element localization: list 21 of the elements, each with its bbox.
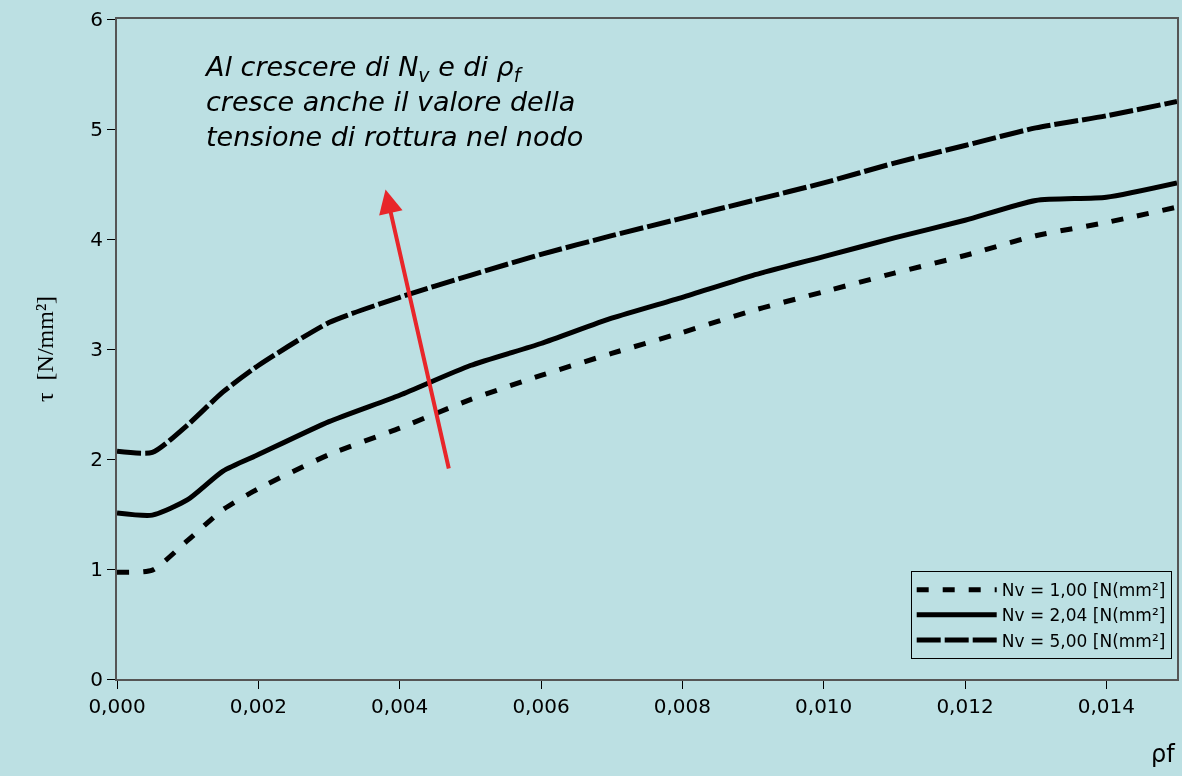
x-axis-title: ρf	[1151, 740, 1176, 768]
y-tick-label: 0	[90, 667, 103, 691]
x-tick-label: 0,010	[795, 694, 853, 718]
x-tick-label: 0,000	[88, 694, 146, 718]
x-tick-label: 0,002	[229, 694, 287, 718]
y-tick-label: 2	[90, 447, 103, 471]
x-tick-label: 0,004	[371, 694, 429, 718]
x-tick-label: 0,014	[1077, 694, 1135, 718]
y-tick-label: 6	[90, 7, 103, 31]
x-tick-label: 0,006	[512, 694, 570, 718]
legend-label: Nv = 5,00 [N(mm²]	[1001, 630, 1166, 651]
y-tick-label: 5	[90, 117, 103, 141]
x-tick-label: 0,012	[936, 694, 994, 718]
legend-label: Nv = 2,04 [N(mm²]	[1001, 605, 1166, 626]
x-tick-label: 0,008	[653, 694, 711, 718]
annotation: Al crescere di N$_{v}$ e di ρ$_{f}$ cresce anche il valore della tensione di rottura nel nodo	[204, 51, 584, 153]
y-tick-label: 3	[90, 337, 103, 361]
y-axis-title: τ [N/mm²]	[31, 295, 58, 403]
legend-label: Nv = 1,00 [N(mm²]	[1001, 580, 1166, 601]
y-tick-label: 4	[90, 227, 103, 251]
y-tick-label: 1	[90, 557, 103, 581]
